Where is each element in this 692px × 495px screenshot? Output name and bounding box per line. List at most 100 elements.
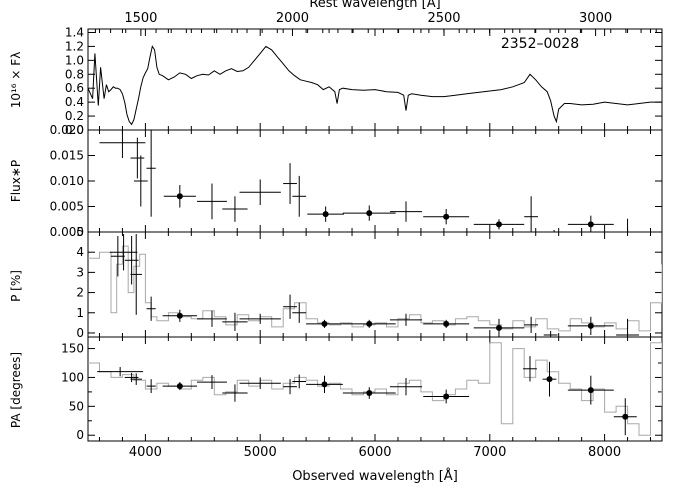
- spectrum-line: [88, 45, 662, 126]
- y-tick-label: 0.020: [50, 123, 84, 137]
- data-point: [239, 179, 281, 205]
- data-point: [553, 229, 555, 232]
- y-tick-label: 150: [61, 342, 84, 356]
- data-point: [389, 313, 423, 326]
- point-marker: [546, 376, 553, 383]
- point-marker: [443, 213, 450, 220]
- point-marker: [622, 413, 629, 420]
- data-point: [423, 319, 470, 328]
- point-marker: [495, 324, 502, 331]
- data-point: [342, 387, 396, 399]
- data-point: [239, 377, 281, 389]
- point-marker: [587, 322, 594, 329]
- point-marker: [587, 387, 594, 394]
- y-tick-label: 1: [76, 306, 84, 320]
- top-tick-label: 2500: [427, 11, 460, 26]
- point-marker: [443, 320, 450, 327]
- data-point: [342, 319, 396, 328]
- data-point: [567, 316, 614, 335]
- data-point: [389, 201, 423, 222]
- data-point: [389, 378, 423, 396]
- y-axis-labels: 10¹⁶ × Fλ Flux∗P P [%] PA [degrees]: [9, 52, 23, 428]
- data-point: [283, 379, 297, 395]
- data-point: [222, 312, 248, 331]
- data-point: [473, 219, 525, 230]
- y-tick-label: 4: [76, 245, 84, 259]
- y-tick-label: 5: [76, 225, 84, 239]
- top-tick-label: 3000: [579, 11, 612, 26]
- y-tick-label: 50: [69, 399, 84, 413]
- data-point: [146, 130, 156, 217]
- polarization-ylabel: P [%]: [9, 270, 23, 302]
- spectrum-panel: 0.00.20.40.60.81.01.21.4 1500 2000 2500 3000: [65, 11, 663, 137]
- y-tick-label: 1.4: [65, 25, 84, 39]
- data-point: [222, 196, 248, 222]
- data-point: [110, 236, 125, 277]
- data-point: [543, 330, 558, 337]
- data-point: [306, 375, 343, 394]
- data-point: [306, 319, 343, 328]
- data-point: [130, 234, 142, 315]
- y-tick-label: 0.4: [65, 95, 84, 109]
- data-point: [130, 137, 145, 179]
- data-point: [524, 316, 539, 333]
- y-tick-label: 100: [61, 370, 84, 384]
- x-tick-label: 6000: [358, 445, 391, 460]
- data-point: [542, 361, 557, 397]
- data-point: [283, 294, 297, 319]
- y-tick-label: 0.2: [65, 109, 84, 123]
- point-marker: [366, 210, 373, 217]
- data-point: [307, 206, 345, 222]
- point-marker: [587, 221, 594, 228]
- data-point: [162, 382, 198, 391]
- data-point: [523, 356, 537, 382]
- point-marker: [366, 320, 373, 327]
- x-tick-label: 4000: [129, 445, 162, 460]
- data-point: [283, 163, 297, 204]
- y-tick-label: 1.2: [65, 39, 84, 53]
- position-angle-panel: 0 50 100 150 4000 5000 6000 7000 8000: [61, 336, 663, 460]
- data-point: [292, 175, 307, 217]
- point-marker: [321, 320, 328, 327]
- y-tick-label: 0.000: [50, 225, 84, 239]
- point-marker: [322, 211, 329, 218]
- point-marker: [176, 312, 183, 319]
- data-point: [567, 375, 614, 405]
- bottom-axis-label: Observed wavelength [Å]: [292, 468, 458, 484]
- point-marker: [443, 393, 450, 400]
- data-point: [423, 389, 470, 404]
- y-tick-label: 0: [76, 326, 84, 340]
- data-point: [627, 218, 629, 232]
- x-tick-label: 5000: [244, 445, 277, 460]
- data-point: [473, 318, 525, 337]
- data-point: [524, 196, 539, 232]
- data-point: [423, 209, 470, 225]
- data-point: [130, 373, 142, 385]
- top-tick-label: 2000: [276, 11, 309, 26]
- flux-p-ylabel: Flux∗P: [9, 160, 23, 202]
- data-point: [292, 374, 307, 389]
- data-point: [239, 313, 281, 324]
- y-tick-label: 0: [76, 428, 84, 442]
- data-point: [162, 309, 198, 322]
- data-point: [146, 296, 156, 321]
- point-marker: [176, 383, 183, 390]
- point-marker: [495, 221, 502, 228]
- data-point: [567, 215, 614, 232]
- data-point: [222, 384, 248, 402]
- data-point: [146, 379, 156, 394]
- x-tick-label: 8000: [588, 445, 621, 460]
- y-tick-label: 0.005: [50, 200, 84, 214]
- data-point: [197, 183, 227, 220]
- point-marker: [366, 390, 373, 397]
- binned-curve: [88, 342, 662, 436]
- data-point: [292, 302, 307, 323]
- top-tick-label: 1500: [124, 11, 157, 26]
- data-point: [197, 375, 227, 389]
- data-point: [133, 155, 148, 207]
- data-point: [197, 310, 227, 327]
- data-point: [109, 234, 138, 271]
- y-tick-label: 1.0: [65, 53, 84, 67]
- y-tick-label: 0.0: [65, 123, 84, 137]
